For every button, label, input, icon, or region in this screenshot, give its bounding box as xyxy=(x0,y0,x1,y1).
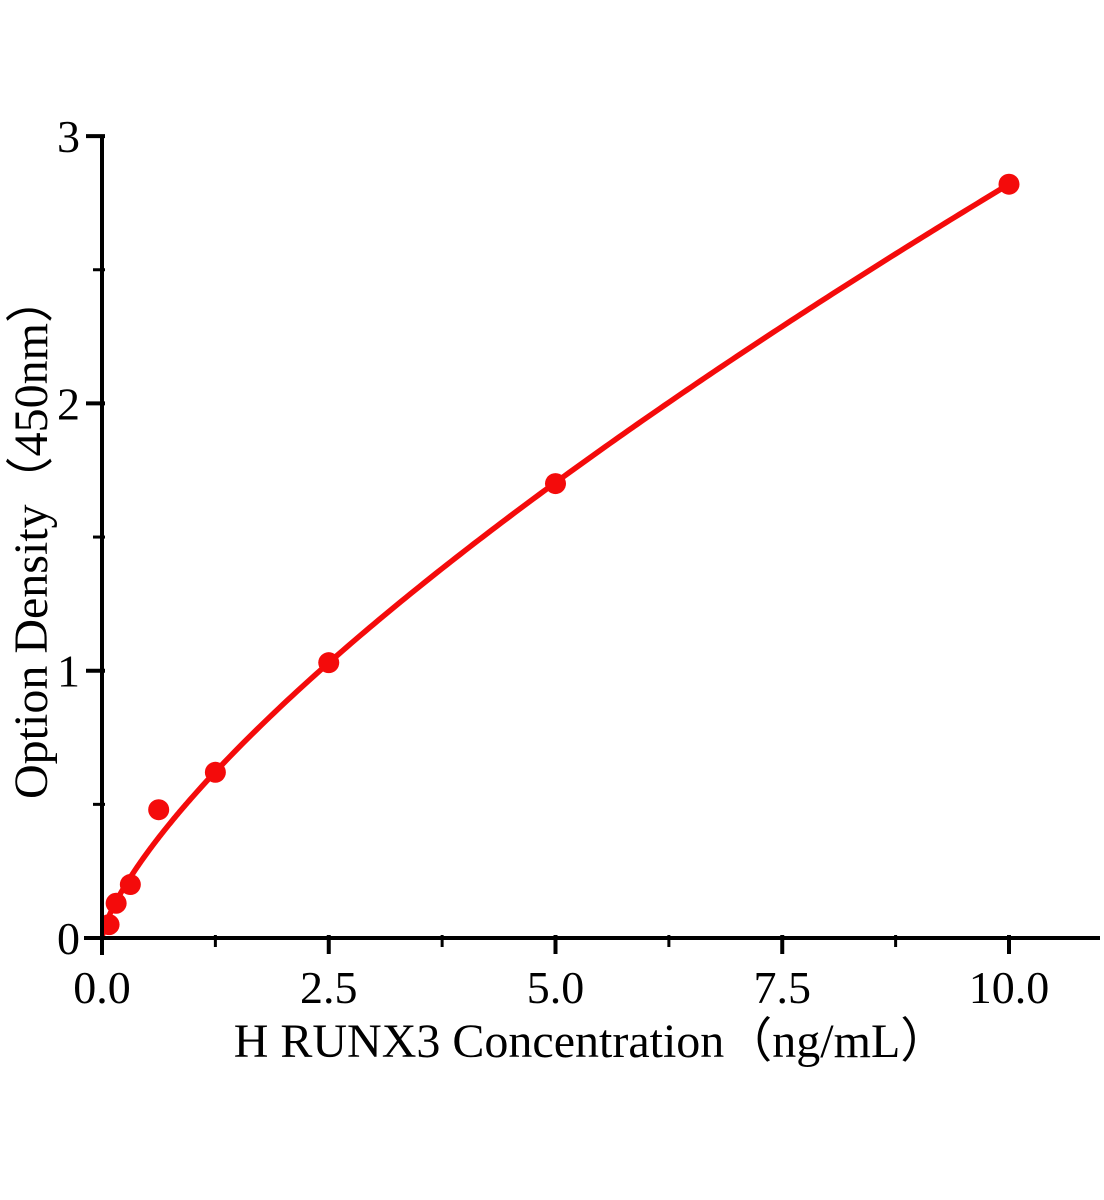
x-tick-label: 7.5 xyxy=(754,962,812,1013)
y-tick-label: 0 xyxy=(57,913,80,964)
x-tick-label: 10.0 xyxy=(969,962,1050,1013)
x-axis-title: H RUNX3 Concentration（ng/mL） xyxy=(233,1015,949,1068)
data-point xyxy=(119,874,141,896)
data-point xyxy=(204,761,226,783)
data-point xyxy=(148,799,170,821)
data-point xyxy=(998,173,1020,195)
axes: 0.0 2.5 5.0 7.5 10.0 0 1 2 3 xyxy=(57,111,1100,1013)
fit-curve xyxy=(100,181,1012,940)
x-tick-label: 5.0 xyxy=(527,962,585,1013)
y-tick-label: 3 xyxy=(57,111,80,162)
data-point xyxy=(100,914,120,936)
x-tick-label: 2.5 xyxy=(300,962,358,1013)
plot-content xyxy=(100,173,1020,940)
data-point xyxy=(318,652,340,674)
x-tick-label: 0.0 xyxy=(73,962,131,1013)
y-tick-label: 1 xyxy=(57,646,80,697)
y-axis-title: Option Density（450nm） xyxy=(5,275,58,799)
data-point xyxy=(545,473,566,495)
y-tick-label: 2 xyxy=(57,378,80,429)
data-point xyxy=(105,892,127,914)
